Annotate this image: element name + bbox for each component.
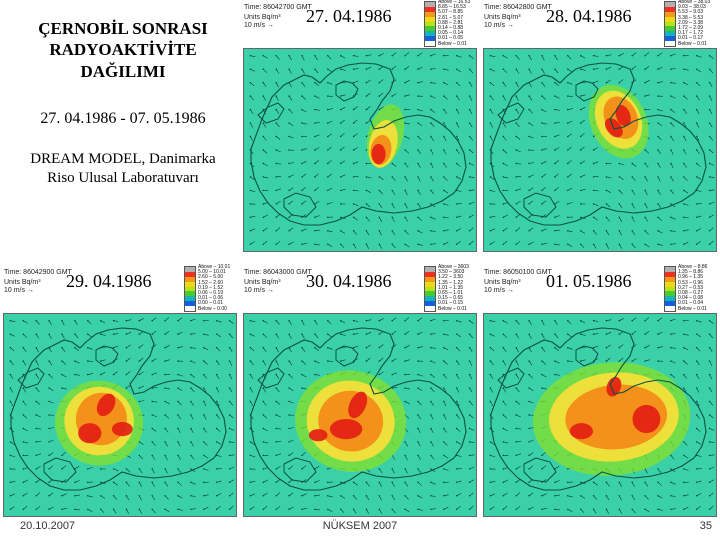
map-area	[483, 48, 717, 252]
panel-date: 01. 05.1986	[546, 271, 632, 292]
panel-units: Units Bq/m³	[244, 279, 312, 287]
panel-time: Time: 86043000 GMT	[244, 269, 312, 277]
panel-header: Time: 86050100 GMT Units Bq/m³ 10 m/s → …	[482, 265, 718, 313]
map-panel-p01: Time: 86050100 GMT Units Bq/m³ 10 m/s → …	[482, 265, 718, 517]
colorbar	[184, 266, 196, 312]
panel-meta: Time: 86042800 GMT Units Bq/m³ 10 m/s →	[484, 4, 552, 30]
slide-title: ÇERNOBİL SONRASI RADYOAKTİVİTE DAĞILIMI	[12, 18, 234, 82]
map-svg	[484, 49, 716, 251]
wind-legend-icon: 10 m/s →	[4, 287, 72, 295]
wind-legend-icon: 10 m/s →	[484, 287, 552, 295]
map-panel-p29: Time: 86042900 GMT Units Bq/m³ 10 m/s → …	[2, 265, 238, 517]
plume	[287, 362, 414, 481]
panel-meta: Time: 86043000 GMT Units Bq/m³ 10 m/s →	[244, 269, 312, 295]
wind-field	[250, 53, 475, 249]
panel-header: Time: 86043000 GMT Units Bq/m³ 10 m/s → …	[242, 265, 478, 313]
panel-meta: Time: 86042700 GMT Units Bq/m³ 10 m/s →	[244, 4, 312, 30]
map-svg	[4, 314, 236, 516]
wind-legend-icon: 10 m/s →	[484, 22, 552, 30]
panel-meta: Time: 86050100 GMT Units Bq/m³ 10 m/s →	[484, 269, 552, 295]
panel-time: Time: 86042900 GMT	[4, 269, 72, 277]
colorbar-labels: Above – 16.538.85 – 16.535.07 – 8.852.81…	[438, 0, 476, 47]
slide-grid: ÇERNOBİL SONRASI RADYOAKTİVİTE DAĞILIMI …	[0, 0, 720, 518]
colorbar-labels: Above – 8.861.35 – 8.860.96 – 1.350.53 –…	[678, 265, 716, 312]
panel-header: Time: 86042800 GMT Units Bq/m³ 10 m/s → …	[482, 0, 718, 48]
map-cell: Time: 86042800 GMT Units Bq/m³ 10 m/s → …	[480, 0, 720, 265]
footer-page: 35	[700, 520, 712, 532]
map-panel-p28: Time: 86042800 GMT Units Bq/m³ 10 m/s → …	[482, 0, 718, 252]
panel-time: Time: 86042800 GMT	[484, 4, 552, 12]
map-cell: Time: 86043000 GMT Units Bq/m³ 10 m/s → …	[240, 265, 480, 518]
panel-date: 29. 04.1986	[66, 271, 152, 292]
panel-units: Units Bq/m³	[484, 279, 552, 287]
panel-header: Time: 86042700 GMT Units Bq/m³ 10 m/s → …	[242, 0, 478, 48]
map-cell: Time: 86042700 GMT Units Bq/m³ 10 m/s → …	[240, 0, 480, 265]
map-area	[243, 48, 477, 252]
wind-field	[490, 53, 715, 249]
colorbar-labels: Above – 38.039.03 – 38.035.53 – 9.033.38…	[678, 0, 716, 47]
panel-units: Units Bq/m³	[484, 14, 552, 22]
panel-date: 27. 04.1986	[306, 6, 392, 27]
panel-meta: Time: 86042900 GMT Units Bq/m³ 10 m/s →	[4, 269, 72, 295]
date-range: 27. 04.1986 - 07. 05.1986	[12, 110, 234, 128]
plume	[577, 75, 660, 168]
map-svg	[244, 314, 476, 516]
coastline-icon	[491, 63, 706, 225]
map-panel-p30: Time: 86043000 GMT Units Bq/m³ 10 m/s → …	[242, 265, 478, 517]
panel-time: Time: 86050100 GMT	[484, 269, 552, 277]
colorbar	[424, 266, 436, 312]
plume	[528, 356, 695, 483]
panel-header: Time: 86042900 GMT Units Bq/m³ 10 m/s → …	[2, 265, 238, 313]
model-name: DREAM MODEL, Danimarka	[30, 151, 215, 167]
colorbar-labels: Above – 10.015.00 – 10.012.60 – 5.001.52…	[198, 265, 236, 312]
title-line-2: RADYOAKTİVİTE	[49, 40, 196, 59]
model-and-lab: DREAM MODEL, Danimarka Riso Ulusal Labor…	[12, 150, 234, 189]
plume	[360, 100, 410, 171]
map-cell: Time: 86050100 GMT Units Bq/m³ 10 m/s → …	[480, 265, 720, 518]
colorbar	[664, 1, 676, 47]
map-panel-p27: Time: 86042700 GMT Units Bq/m³ 10 m/s → …	[242, 0, 478, 252]
map-area	[483, 313, 717, 517]
coastline-icon	[251, 63, 466, 225]
title-cell: ÇERNOBİL SONRASI RADYOAKTİVİTE DAĞILIMI …	[0, 0, 240, 265]
colorbar	[424, 1, 436, 47]
title-line-3: DAĞILIMI	[80, 62, 165, 81]
slide-footer: 20.10.2007 NÜKSEM 2007 35	[0, 518, 720, 540]
colorbar	[664, 266, 676, 312]
lab-name: Riso Ulusal Laboratuvarı	[47, 170, 199, 186]
map-area	[243, 313, 477, 517]
colorbar-labels: Above – 36033.50 – 36031.22 – 3.501.35 –…	[438, 265, 476, 312]
map-svg	[244, 49, 476, 251]
panel-units: Units Bq/m³	[244, 14, 312, 22]
wind-legend-icon: 10 m/s →	[244, 22, 312, 30]
panel-date: 28. 04.1986	[546, 6, 632, 27]
map-cell: Time: 86042900 GMT Units Bq/m³ 10 m/s → …	[0, 265, 240, 518]
wind-legend-icon: 10 m/s →	[244, 287, 312, 295]
title-line-1: ÇERNOBİL SONRASI	[38, 19, 208, 38]
panel-time: Time: 86042700 GMT	[244, 4, 312, 12]
panel-date: 30. 04.1986	[306, 271, 392, 292]
footer-center: NÜKSEM 2007	[0, 520, 720, 532]
map-svg	[484, 314, 716, 516]
panel-units: Units Bq/m³	[4, 279, 72, 287]
map-area	[3, 313, 237, 517]
